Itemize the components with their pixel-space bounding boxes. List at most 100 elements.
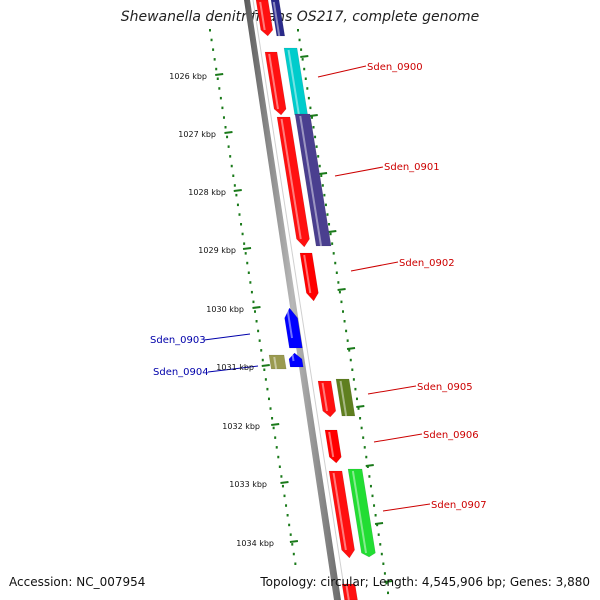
ticks-left-major-tick xyxy=(289,540,299,543)
ticks-right-major-tick xyxy=(356,405,365,408)
gene-label-sden-0906[interactable]: Sden_0906 xyxy=(423,430,479,441)
ticks-right-dot xyxy=(309,106,312,110)
ticks-right-dot xyxy=(348,349,351,352)
ticks-right-major-tick xyxy=(365,464,374,467)
ticks-left-dot xyxy=(281,484,284,488)
ticks-right-dot xyxy=(334,261,337,265)
ticks-left-dot xyxy=(229,155,232,158)
ticks-right-dot xyxy=(351,368,354,371)
gene-red-b2 xyxy=(328,470,355,559)
ticks-left-dot xyxy=(291,543,294,546)
gene-label-sden-0900[interactable]: Sden_0900 xyxy=(367,62,423,73)
ticks-right-dot xyxy=(354,387,357,391)
outer-tick-track-right xyxy=(297,29,393,595)
ticks-right-dot xyxy=(323,193,326,197)
accession-text: Accession: NC_007954 xyxy=(9,575,146,589)
ticks-left-dot xyxy=(212,48,215,51)
ticks-left-dot xyxy=(250,290,253,294)
ticks-right-dot xyxy=(359,417,362,420)
ticks-left-dot xyxy=(263,368,266,371)
gene-red-a1-shine xyxy=(268,53,279,110)
backbone-line xyxy=(244,0,341,600)
ticks-left-dot xyxy=(288,523,291,527)
ticks-right-dot xyxy=(363,446,366,449)
ticks-right-dot xyxy=(368,475,371,478)
gene-sden-0906 xyxy=(324,429,342,464)
ticks-right-major-tick xyxy=(309,114,318,117)
ticks-right-dot xyxy=(387,591,390,595)
ticks-left-dot xyxy=(232,174,235,177)
ticks-left-dot xyxy=(280,475,283,478)
ticks-left-dot xyxy=(285,504,288,507)
ticks-right-dot xyxy=(300,48,303,51)
gene-sden-0905-shine xyxy=(339,380,348,417)
ticks-right-dot xyxy=(332,252,335,255)
gene-sden-0907 xyxy=(347,468,376,558)
ticks-right-dot xyxy=(382,562,385,565)
leader-line xyxy=(207,365,259,373)
ticks-left-dot xyxy=(292,552,295,556)
leader-line xyxy=(317,65,367,78)
ticks-right-dot xyxy=(328,223,331,226)
ticks-right-dot xyxy=(345,329,348,333)
ticks-right-dot xyxy=(337,281,340,284)
gene-sden-0903b-shine xyxy=(291,354,295,362)
leader-line xyxy=(367,385,417,395)
ticks-left-dot xyxy=(249,281,252,284)
gene-red-a2 xyxy=(276,116,310,248)
gene-sden-0900 xyxy=(283,47,309,116)
ticks-left-dot xyxy=(271,417,274,420)
gene-label-sden-0907[interactable]: Sden_0907 xyxy=(431,500,487,511)
backbone-edge xyxy=(252,0,347,600)
ticks-right-major-tick xyxy=(346,347,356,350)
ticks-right-dot xyxy=(318,164,321,168)
ticks-right-dot xyxy=(326,213,329,216)
gene-label-sden-0902[interactable]: Sden_0902 xyxy=(399,258,455,269)
ticks-left-major-tick xyxy=(271,423,280,426)
ticks-right-dot xyxy=(342,310,345,313)
ticks-left-dot xyxy=(244,252,247,255)
ticks-right-dot xyxy=(306,87,309,90)
ticks-right-dot xyxy=(314,135,317,139)
ticks-left-dot xyxy=(255,320,258,323)
ticks-left-major-tick xyxy=(242,247,252,250)
leader-line xyxy=(350,261,399,272)
ticks-left-dot xyxy=(219,96,222,100)
ticks-left-dot xyxy=(277,455,280,459)
ticks-right-dot xyxy=(307,96,310,100)
ticks-left-dot xyxy=(240,223,243,226)
ticks-left-dot xyxy=(243,242,246,245)
gene-red-a1 xyxy=(264,51,287,116)
ticks-left-dot xyxy=(267,397,270,401)
ticks-left-dot xyxy=(238,213,241,216)
ticks-left-dot xyxy=(258,339,261,342)
gene-label-sden-0904[interactable]: Sden_0904 xyxy=(153,367,209,378)
kbp-label-1028: 1028 kbp xyxy=(188,188,226,197)
ticks-right-dot xyxy=(355,397,358,401)
kbp-label-1029: 1029 kbp xyxy=(198,246,236,255)
ticks-left-dot xyxy=(252,300,255,304)
ticks-right-dot xyxy=(346,339,349,342)
ticks-right-dot xyxy=(365,455,368,459)
gene-label-sden-0905[interactable]: Sden_0905 xyxy=(417,382,473,393)
kbp-label-1034: 1034 kbp xyxy=(236,539,274,548)
ticks-left-dot xyxy=(247,271,250,274)
ticks-right-dot xyxy=(376,523,379,527)
ticks-left-dot xyxy=(210,38,213,42)
ticks-left-dot xyxy=(241,232,244,236)
ticks-right-dot xyxy=(349,358,352,362)
ticks-right-dot xyxy=(324,203,327,207)
ticks-right-dot xyxy=(385,581,388,585)
ticks-left-dot xyxy=(269,407,272,410)
ticks-left-dot xyxy=(272,426,275,430)
ticks-left-dot xyxy=(289,533,292,536)
gene-sden-0900-shine xyxy=(287,49,300,116)
ticks-right-major-tick xyxy=(318,172,328,175)
genome-backbone xyxy=(244,0,347,600)
ticks-right-dot xyxy=(379,543,382,546)
kbp-label-1027: 1027 kbp xyxy=(178,130,216,139)
ticks-left-dot xyxy=(260,349,263,352)
gene-label-sden-0903[interactable]: Sden_0903 xyxy=(150,335,206,346)
gene-label-sden-0901[interactable]: Sden_0901 xyxy=(384,162,440,173)
